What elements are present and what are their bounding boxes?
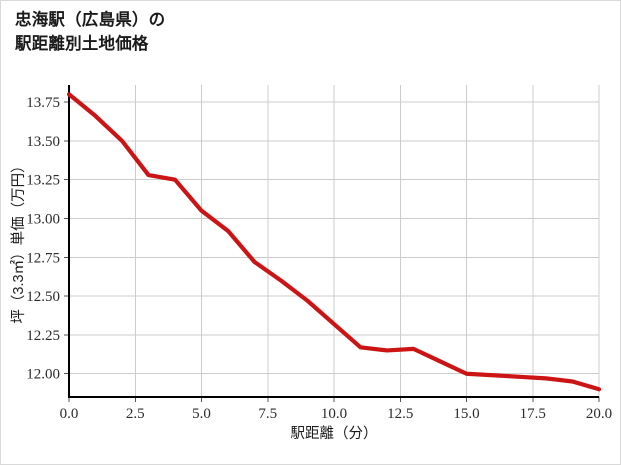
- page-title: 忠海駅（広島県）の 駅距離別土地価格: [15, 11, 166, 53]
- y-tick-label: 13.50: [26, 134, 60, 150]
- y-tick-label: 12.00: [26, 367, 60, 383]
- x-tick-label: 0.0: [60, 406, 79, 422]
- y-tick-label: 13.25: [26, 173, 60, 189]
- y-tick-label: 13.00: [26, 211, 60, 227]
- y-tick-label: 12.75: [26, 250, 60, 266]
- x-tick-label: 5.0: [192, 406, 211, 422]
- x-tick-label: 7.5: [258, 406, 277, 422]
- x-tick-label: 10.0: [321, 406, 347, 422]
- x-tick-label: 20.0: [586, 406, 612, 422]
- x-tick-label: 15.0: [453, 406, 479, 422]
- gridlines: [68, 85, 600, 397]
- tick-marks: [64, 101, 600, 402]
- y-tick-label: 12.25: [26, 328, 60, 344]
- x-tick-label: 2.5: [126, 406, 145, 422]
- x-axis-tick-labels: 0.0 2.5 5.0 7.5 10.0 12.5 15.0 17.5 20.0: [60, 406, 613, 422]
- y-tick-label: 12.50: [26, 289, 60, 305]
- y-tick-label: 13.75: [26, 95, 60, 111]
- data-line-series: [66, 92, 602, 392]
- y-axis-tick-labels: 12.00 12.25 12.50 12.75 13.00 13.25 13.50 13.75: [26, 95, 60, 383]
- x-axis-title: 駅距離（分）: [291, 424, 378, 442]
- x-tick-label: 12.5: [387, 406, 413, 422]
- y-axis-title: 坪（3.3㎡）単価（万円）: [10, 158, 27, 323]
- x-tick-label: 17.5: [520, 406, 546, 422]
